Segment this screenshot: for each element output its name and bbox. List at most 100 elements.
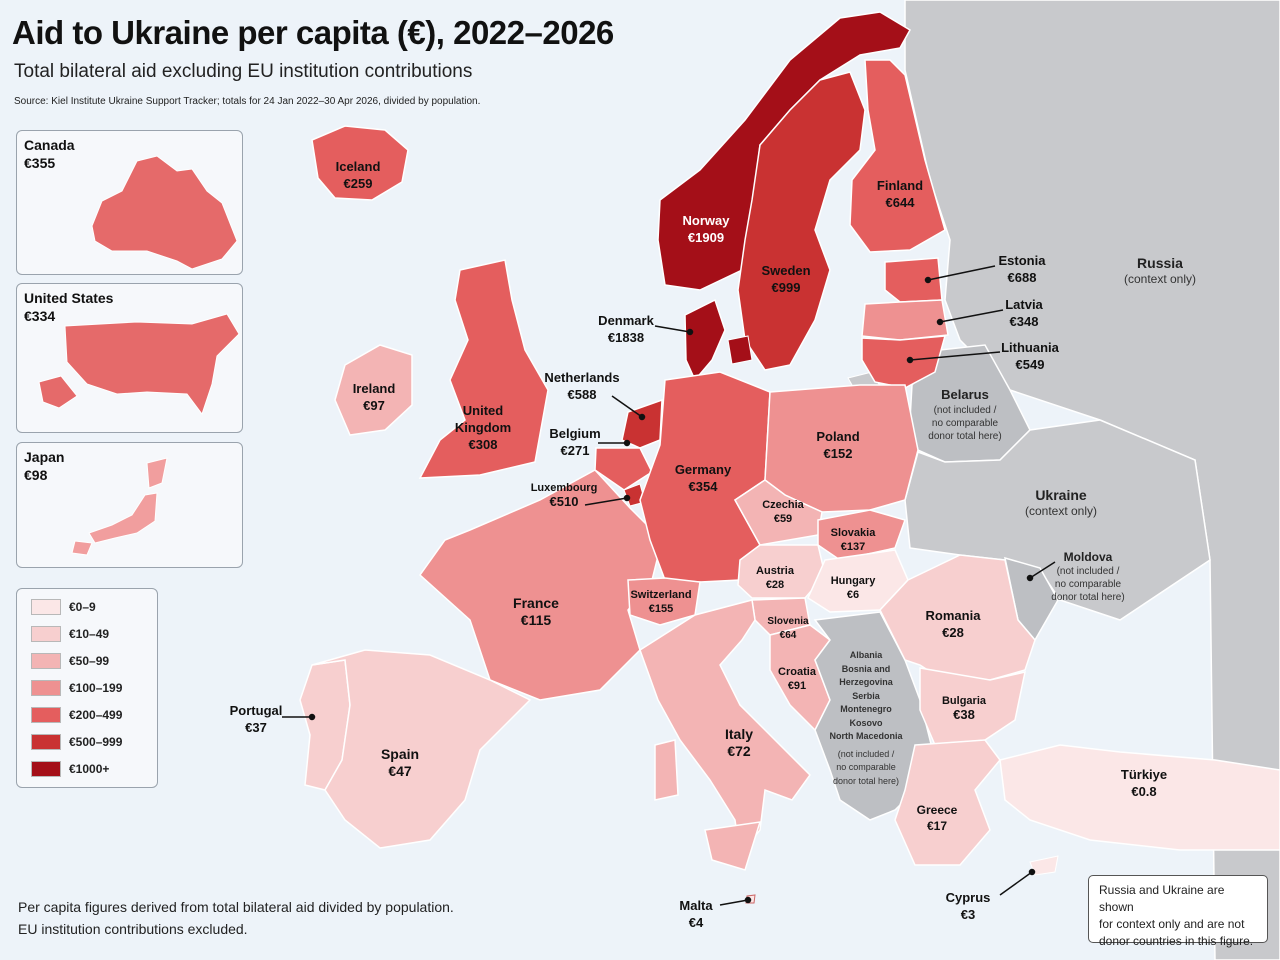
uk-region — [418, 259, 549, 479]
context-note-box: Russia and Ukraine are shown for context… — [1088, 875, 1268, 948]
country-value: €37 — [245, 720, 267, 735]
label-norway: Norway €1909 — [683, 212, 730, 246]
country-value: €588 — [567, 387, 597, 402]
country-value: €259 — [343, 176, 373, 191]
cyprus-leader — [999, 871, 1033, 896]
finland-region — [849, 59, 946, 253]
label-lithuania: Lithuania €549 — [1001, 339, 1059, 373]
canada-shape — [91, 155, 238, 270]
country-name: Croatia — [778, 666, 816, 678]
inset-united-states: United States €334 — [16, 283, 243, 433]
label-moldova: Moldova (not included / no comparable do… — [1051, 550, 1124, 604]
region-note: (not included / — [1056, 566, 1120, 577]
region-note: no comparable — [1054, 579, 1122, 590]
zealand-region — [727, 335, 753, 365]
country-value: €999 — [771, 280, 801, 295]
legend-item: €50–99 — [31, 651, 109, 671]
label-germany: Germany €354 — [675, 461, 731, 495]
label-slovakia: Slovakia €137 — [831, 526, 876, 554]
country-name: Estonia — [998, 253, 1046, 268]
country-name: Cyprus — [945, 890, 991, 905]
country-value: €59 — [773, 513, 793, 525]
context-note-line: donor countries in this figure. — [1099, 934, 1254, 948]
legend-label: €0–9 — [69, 600, 96, 614]
country-name: United — [462, 403, 504, 418]
legend-item: €1000+ — [31, 759, 109, 779]
region-name: Bosnia and — [841, 663, 891, 674]
estonia-leader — [927, 265, 996, 281]
region-name: Albania — [849, 650, 883, 660]
legend-label: €10–49 — [69, 627, 110, 641]
country-name: Romania — [925, 608, 981, 623]
country-name: Slovakia — [830, 527, 876, 539]
country-name: Italy — [724, 726, 754, 742]
inset-name: United States — [24, 290, 114, 306]
country-value: €4 — [688, 915, 704, 930]
country-value: €1838 — [607, 330, 645, 345]
region-note: (not included / — [933, 405, 997, 416]
country-name: Malta — [679, 898, 713, 913]
label-cyprus: Cyprus €3 — [946, 889, 991, 923]
label-czechia: Czechia €59 — [762, 498, 804, 526]
inset-name: Japan — [24, 449, 65, 465]
region-note: (not included / — [837, 748, 895, 759]
region-name: Kosovo — [849, 717, 883, 728]
luxembourg-leader — [584, 497, 628, 506]
balkans-region — [813, 611, 936, 821]
label-romania: Romania €28 — [926, 607, 981, 641]
source-note: Source: Kiel Institute Ukraine Support T… — [14, 96, 481, 107]
region-note: (context only) — [1123, 272, 1197, 286]
denmark-region — [684, 298, 726, 382]
sicily-region — [704, 821, 762, 871]
legend-item: €10–49 — [31, 624, 109, 644]
country-name: Spain — [380, 746, 420, 762]
country-value: €72 — [727, 743, 751, 759]
country-value: €152 — [823, 446, 853, 461]
country-name: Latvia — [1005, 297, 1043, 312]
label-poland: Poland €152 — [816, 428, 859, 462]
legend-item: €100–199 — [31, 678, 122, 698]
footnote-line: EU institution contributions excluded. — [18, 921, 248, 937]
lithuania-leader — [909, 351, 1001, 361]
netherlands-leader — [611, 395, 643, 418]
country-value: €28 — [765, 579, 785, 591]
legend-label: €100–199 — [69, 681, 123, 695]
region-note: no comparable — [836, 762, 896, 772]
region-note: (context only) — [1024, 504, 1098, 518]
label-latvia: Latvia €348 — [1005, 296, 1043, 330]
country-name: Finland — [876, 178, 924, 193]
region-note: no comparable — [931, 418, 999, 429]
region-name: Montenegro — [840, 704, 892, 714]
label-sweden: Sweden €999 — [761, 262, 810, 296]
country-name: Poland — [816, 429, 860, 444]
label-balkans: Albania Bosnia and Herzegovina Serbia Mo… — [829, 649, 902, 788]
legend-label: €200–499 — [69, 708, 123, 722]
region-name: Moldova — [1063, 550, 1113, 564]
label-estonia: Estonia €688 — [999, 252, 1046, 286]
region-name: Belarus — [941, 387, 989, 402]
label-switzerland: Switzerland €155 — [630, 588, 691, 616]
legend-label: €1000+ — [69, 762, 110, 776]
legend: €0–9 €10–49 €50–99 €100–199 €200–499 €50… — [16, 588, 158, 788]
label-slovenia: Slovenia €64 — [767, 615, 808, 643]
region-name: North Macedonia — [829, 731, 903, 741]
country-name: Belgium — [549, 426, 601, 441]
footnote: Per capita figures derived from total bi… — [18, 896, 454, 940]
country-value: €0.8 — [1131, 784, 1157, 799]
footnote-line: Per capita figures derived from total bi… — [18, 899, 454, 915]
label-france: France €115 — [513, 595, 559, 629]
country-value: €115 — [520, 612, 552, 628]
netherlands-region — [621, 398, 663, 449]
region-name: Herzegovina — [839, 677, 893, 687]
country-value: €17 — [926, 819, 948, 833]
inset-value: €98 — [24, 467, 48, 483]
legend-item: €200–499 — [31, 705, 122, 725]
legend-item: €500–999 — [31, 732, 122, 752]
country-name: Sweden — [761, 263, 811, 278]
country-name: Switzerland — [630, 589, 692, 601]
label-hungary: Hungary €6 — [831, 574, 876, 602]
ireland-region — [334, 344, 413, 436]
country-value: €38 — [953, 707, 975, 722]
romania-region — [879, 554, 1036, 681]
